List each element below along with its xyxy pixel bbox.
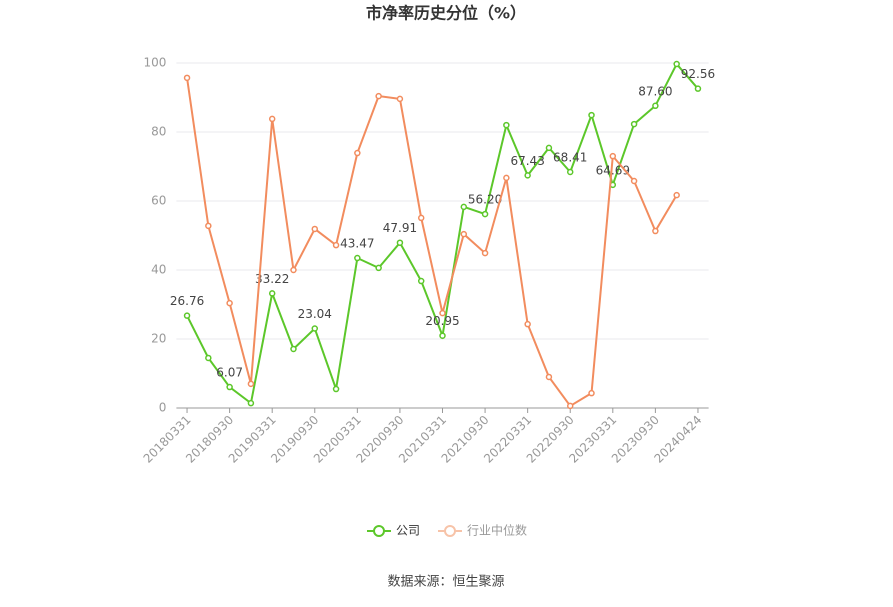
data-point — [481, 249, 489, 257]
data-label: 26.76 — [170, 294, 204, 308]
data-point — [396, 95, 404, 103]
data-point — [630, 120, 638, 128]
data-point — [609, 152, 617, 160]
data-point — [417, 214, 425, 222]
data-point — [460, 230, 468, 238]
data-point — [652, 227, 659, 235]
data-point — [375, 92, 382, 100]
source-note: 数据来源：恒生聚源 — [387, 575, 504, 590]
data-point — [354, 254, 361, 262]
data-point — [694, 85, 702, 92]
data-label: 23.04 — [298, 307, 332, 321]
y-tick-label: 40 — [151, 263, 166, 277]
legend-label: 公司 — [396, 524, 420, 538]
data-point — [439, 332, 446, 339]
chart-title: 市净率历史分位（%） — [366, 4, 526, 23]
data-point — [652, 102, 659, 110]
y-tick-label: 20 — [151, 332, 166, 346]
data-point — [503, 174, 510, 182]
data-point — [417, 277, 425, 285]
legend-marker — [373, 525, 385, 537]
series-line — [186, 77, 678, 408]
data-point — [673, 191, 680, 199]
data-point — [290, 266, 297, 274]
data-point — [545, 144, 553, 152]
data-point — [205, 222, 212, 230]
data-label: 56.20 — [468, 193, 502, 207]
data-label: 92.56 — [681, 67, 715, 81]
data-point — [460, 203, 468, 211]
y-tick-label: 80 — [151, 125, 166, 139]
data-label: 43.47 — [340, 237, 374, 251]
data-label: 20.95 — [425, 314, 459, 328]
data-point — [332, 385, 340, 393]
data-point — [439, 309, 446, 317]
data-point — [588, 111, 595, 119]
data-point — [566, 168, 574, 176]
data-point — [588, 389, 595, 397]
legend-marker — [444, 525, 456, 537]
data-label: 68.41 — [553, 150, 587, 164]
data-point — [630, 177, 638, 185]
data-point — [205, 354, 212, 362]
data-label: 6.07 — [216, 366, 243, 380]
data-point — [354, 149, 361, 157]
legend-label: 行业中位数 — [467, 523, 527, 538]
y-tick-label: 100 — [143, 56, 166, 70]
data-point — [268, 115, 276, 123]
data-point — [332, 241, 340, 249]
data-point — [226, 299, 233, 307]
data-point — [396, 239, 404, 246]
data-point — [268, 290, 276, 297]
data-point — [503, 121, 510, 129]
data-point — [524, 172, 531, 179]
data-point — [311, 325, 319, 332]
data-label: 33.22 — [255, 272, 289, 286]
data-point — [375, 264, 382, 272]
y-tick-label: 0 — [159, 401, 167, 415]
data-label: 67.43 — [510, 154, 544, 168]
data-point — [247, 380, 255, 388]
y-tick-label: 60 — [151, 194, 166, 208]
data-point — [290, 345, 297, 353]
data-point — [183, 74, 191, 82]
data-point — [545, 373, 553, 381]
data-point — [566, 402, 574, 410]
data-point — [524, 320, 531, 328]
data-label: 87.60 — [638, 84, 672, 98]
data-point — [673, 60, 680, 68]
data-point — [481, 210, 489, 218]
data-point — [183, 312, 191, 319]
data-point — [226, 383, 233, 391]
data-point — [311, 225, 319, 233]
data-point — [247, 399, 255, 407]
data-label: 47.91 — [383, 221, 417, 235]
